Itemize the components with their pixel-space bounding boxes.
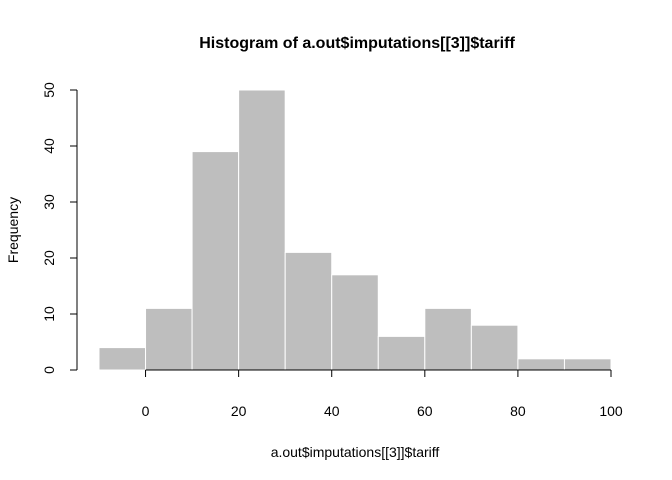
histogram-bar <box>470 324 519 371</box>
x-tick-label: 100 <box>599 403 623 419</box>
histogram-bar <box>145 307 193 371</box>
histogram-bar <box>517 358 565 371</box>
histogram-bar <box>563 358 612 371</box>
histogram-bar <box>424 307 472 371</box>
x-tick-label: 20 <box>231 403 247 419</box>
histogram-bar <box>191 151 240 371</box>
x-tick-label: 80 <box>510 403 526 419</box>
y-tick-label: 20 <box>41 250 57 266</box>
chart-title: Histogram of a.out$imputations[[3]]$tari… <box>199 35 515 52</box>
x-tick-label: 60 <box>417 403 433 419</box>
histogram-bar <box>98 347 147 371</box>
histogram-bar <box>331 274 379 371</box>
y-axis: 0 10 20 30 40 50 <box>41 82 78 374</box>
x-axis: 0 20 40 60 80 100 <box>142 369 623 419</box>
y-axis-label: Frequency <box>5 197 21 263</box>
y-tick-label: 50 <box>41 82 57 98</box>
bars-group <box>98 89 612 371</box>
y-tick-label: 40 <box>41 138 57 154</box>
x-tick-label: 0 <box>142 403 150 419</box>
histogram-bar <box>284 251 333 371</box>
x-axis-label: a.out$imputations[[3]]$tariff <box>271 444 440 460</box>
y-tick-label: 10 <box>41 306 57 322</box>
histogram-bar <box>238 89 286 371</box>
x-tick-label: 40 <box>324 403 340 419</box>
histogram-bar <box>377 335 426 371</box>
y-tick-label: 0 <box>41 366 57 374</box>
y-tick-label: 30 <box>41 194 57 210</box>
